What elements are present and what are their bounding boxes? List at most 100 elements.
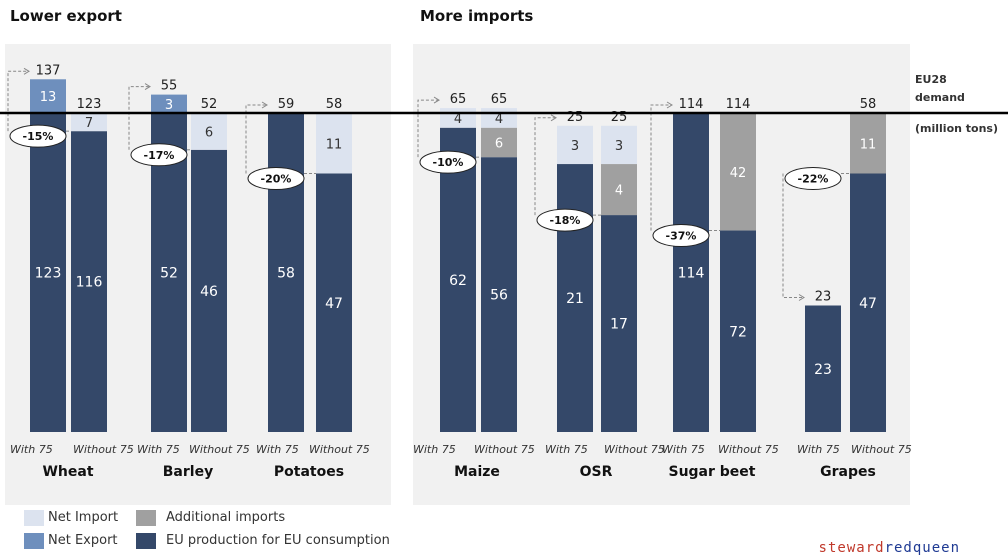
segment-label-wheat-without-75-net-import: 7 <box>85 116 93 131</box>
segment-label-barley-without-75-eu-production: 46 <box>200 284 218 300</box>
change-label-sugar-beet: -37% <box>666 230 697 243</box>
segment-label-maize-with-75-eu-production: 62 <box>449 273 467 289</box>
bar-segment-wheat-with-75-eu-production <box>30 113 66 432</box>
segment-label-wheat-with-75-net-export: 13 <box>40 90 57 105</box>
scenario-label-potatoes-without-75: Without 75 <box>309 443 370 456</box>
change-badge-osr <box>536 208 594 232</box>
crop-label-barley: Barley <box>163 464 213 480</box>
segment-label-maize-without-75-additional-imports: 6 <box>495 136 503 151</box>
bar-segment-grapes-without-75-eu-production <box>850 173 886 432</box>
bar-segment-grapes-with-75-eu-production <box>805 305 841 432</box>
bar-segment-sugar-beet-without-75-additional-imports <box>720 113 756 231</box>
legend-label-eu-production: EU production for EU consumption <box>166 533 390 548</box>
segment-label-maize-without-75-net-import: 4 <box>495 112 503 127</box>
segment-label-osr-without-75-additional-imports: 4 <box>615 184 623 199</box>
connector-arrow-potatoes <box>261 101 268 109</box>
bar-segment-barley-without-75-eu-production <box>191 149 227 433</box>
legend-label-net-import: Net Import <box>48 510 119 525</box>
scenario-label-wheat-with-75: With 75 <box>10 443 53 456</box>
bar-segment-wheat-without-75-net-import <box>71 113 107 132</box>
segment-label-maize-without-75-eu-production: 56 <box>490 288 508 304</box>
watermark-part2: redqueen <box>884 540 960 556</box>
connector-up-barley <box>128 86 149 150</box>
change-badge-grapes <box>784 167 842 190</box>
change-label-wheat: -15% <box>23 130 54 143</box>
change-badge-barley <box>130 143 188 167</box>
bar-segment-maize-with-75-eu-production <box>440 127 476 432</box>
scenario-label-potatoes-with-75: With 75 <box>256 443 299 456</box>
scenario-label-maize-with-75: With 75 <box>413 443 456 456</box>
bar-segment-barley-without-75-net-import <box>191 113 227 150</box>
crop-label-grapes: Grapes <box>820 464 876 480</box>
segment-label-potatoes-with-75-eu-production: 58 <box>277 266 295 282</box>
demand-label-line1: EU28 <box>915 73 947 86</box>
segment-label-osr-with-75-net-import: 3 <box>571 139 579 154</box>
scenario-label-osr-without-75: Without 75 <box>604 443 665 456</box>
legend-swatch-additional-imports <box>136 510 156 526</box>
connector-arrow-barley <box>144 83 151 91</box>
watermark-logo: stewardredqueen <box>819 540 960 556</box>
connector-up-grapes <box>782 173 803 298</box>
total-label-grapes-with-75: 23 <box>815 290 832 305</box>
segment-label-sugar-beet-with-75-eu-production: 114 <box>678 266 705 282</box>
bar-segment-osr-without-75-additional-imports <box>601 164 637 216</box>
demand-unit-label: (million tons) <box>915 122 998 135</box>
total-label-maize-with-75: 65 <box>450 92 467 107</box>
scenario-label-sugar-beet-with-75: With 75 <box>662 443 705 456</box>
legend-swatch-net-export <box>24 533 44 549</box>
connector-arrow-wheat <box>23 67 30 75</box>
change-badge-maize <box>419 150 477 174</box>
demand-label-line2: demand <box>915 91 965 104</box>
change-label-grapes: -22% <box>798 173 829 186</box>
connector-arrow-osr <box>550 114 557 122</box>
bar-segment-potatoes-without-75-eu-production <box>316 173 352 432</box>
segment-label-sugar-beet-without-75-additional-imports: 42 <box>730 166 747 181</box>
crop-label-potatoes: Potatoes <box>274 464 344 480</box>
bar-segment-osr-without-75-eu-production <box>601 215 637 432</box>
segment-label-osr-without-75-net-import: 3 <box>615 139 623 154</box>
change-label-potatoes: -20% <box>261 173 292 186</box>
segment-label-maize-with-75-net-import: 4 <box>454 112 462 127</box>
total-label-grapes-without-75: 58 <box>860 97 877 112</box>
bar-segment-wheat-with-75-net-export <box>30 79 66 113</box>
segment-label-potatoes-without-75-eu-production: 47 <box>325 296 343 312</box>
legend-swatch-net-import <box>24 510 44 526</box>
crop-label-maize: Maize <box>454 464 500 480</box>
scenario-label-grapes-without-75: Without 75 <box>851 443 912 456</box>
scenario-label-grapes-with-75: With 75 <box>797 443 840 456</box>
total-label-wheat-without-75: 123 <box>77 97 102 112</box>
segment-label-wheat-with-75-eu-production: 123 <box>35 266 62 282</box>
change-badge-wheat <box>9 124 67 148</box>
change-badge-sugar-beet <box>652 224 710 248</box>
bar-segment-potatoes-with-75-eu-production <box>268 113 304 432</box>
bar-segment-maize-without-75-eu-production <box>481 157 517 432</box>
scenario-label-sugar-beet-without-75: Without 75 <box>718 443 779 456</box>
connector-arrow-grapes <box>798 294 805 301</box>
total-label-wheat-with-75: 137 <box>36 63 61 78</box>
bar-segment-osr-without-75-net-import <box>601 125 637 165</box>
total-label-barley-without-75: 52 <box>201 97 218 112</box>
bar-segment-potatoes-without-75-net-import <box>316 113 352 174</box>
legend-swatch-eu-production <box>136 533 156 549</box>
crop-label-wheat: Wheat <box>42 464 93 480</box>
change-label-barley: -17% <box>144 149 175 162</box>
total-label-barley-with-75: 55 <box>161 79 178 94</box>
panel-title-more-imports: More imports <box>420 7 533 25</box>
bar-segment-sugar-beet-without-75-eu-production <box>720 230 756 432</box>
scenario-label-barley-with-75: With 75 <box>137 443 180 456</box>
segment-label-grapes-without-75-additional-imports: 11 <box>860 137 877 152</box>
total-label-sugar-beet-with-75: 114 <box>679 97 704 112</box>
total-label-maize-without-75: 65 <box>491 92 508 107</box>
segment-label-sugar-beet-without-75-eu-production: 72 <box>729 324 747 340</box>
connector-arrow-sugar-beet <box>666 101 673 109</box>
legend-label-additional-imports: Additional imports <box>166 510 286 525</box>
segment-label-barley-with-75-eu-production: 52 <box>160 266 178 282</box>
segment-label-wheat-without-75-eu-production: 116 <box>76 275 103 291</box>
connector-up-sugar-beet <box>650 104 671 231</box>
change-label-osr: -18% <box>550 214 581 227</box>
scenario-label-barley-without-75: Without 75 <box>189 443 250 456</box>
crop-label-sugar-beet: Sugar beet <box>668 464 755 480</box>
total-label-sugar-beet-without-75: 114 <box>726 97 751 112</box>
connector-up-potatoes <box>245 104 266 174</box>
